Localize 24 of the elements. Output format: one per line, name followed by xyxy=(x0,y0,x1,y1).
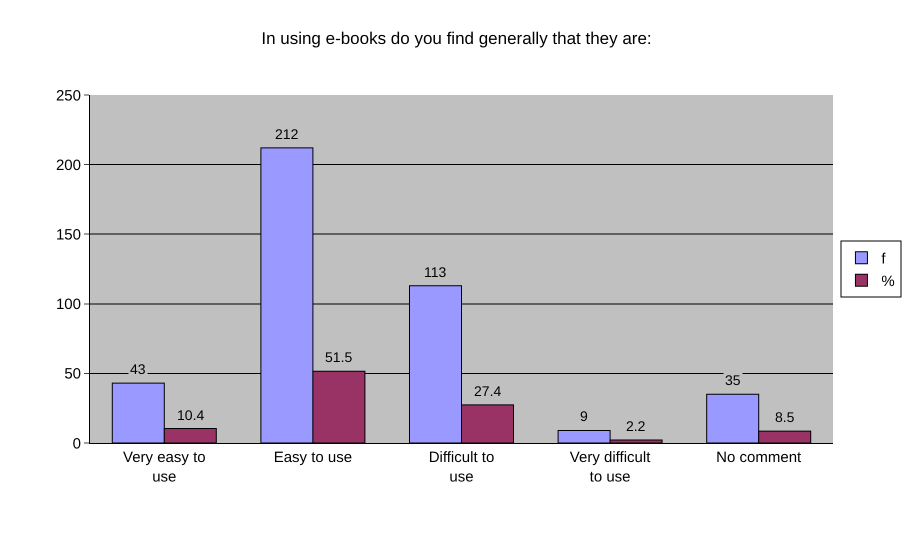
y-tick-label: 100 xyxy=(56,296,81,314)
x-tick-label: Very difficult to use xyxy=(570,449,652,486)
data-label: 8.5 xyxy=(775,409,795,425)
data-label: 2.2 xyxy=(626,418,646,434)
data-label: 51.5 xyxy=(325,349,352,365)
data-label: 10.4 xyxy=(177,407,204,423)
legend-label: % xyxy=(881,273,895,290)
x-tick-label: Difficult to use xyxy=(428,449,494,486)
y-tick-label: 50 xyxy=(64,366,81,383)
y-tick-label: 150 xyxy=(56,226,81,244)
y-tick-label: 200 xyxy=(56,156,81,174)
data-label: 43 xyxy=(130,361,146,377)
data-label: 113 xyxy=(424,264,447,280)
y-tick-label: 250 xyxy=(56,87,81,104)
x-tick-label: Very easy to use xyxy=(123,449,206,486)
x-tick-label: No comment xyxy=(716,449,802,466)
x-tick-label: Easy to use xyxy=(274,449,352,466)
data-label: 27.4 xyxy=(474,383,502,399)
chart-title: In using e-books do you find generally that they are: xyxy=(261,28,652,48)
data-label: 9 xyxy=(580,408,588,424)
legend-label: f xyxy=(881,250,886,268)
y-tick-label: 0 xyxy=(72,435,81,452)
data-label: 35 xyxy=(725,372,741,388)
data-label: 212 xyxy=(275,126,299,142)
